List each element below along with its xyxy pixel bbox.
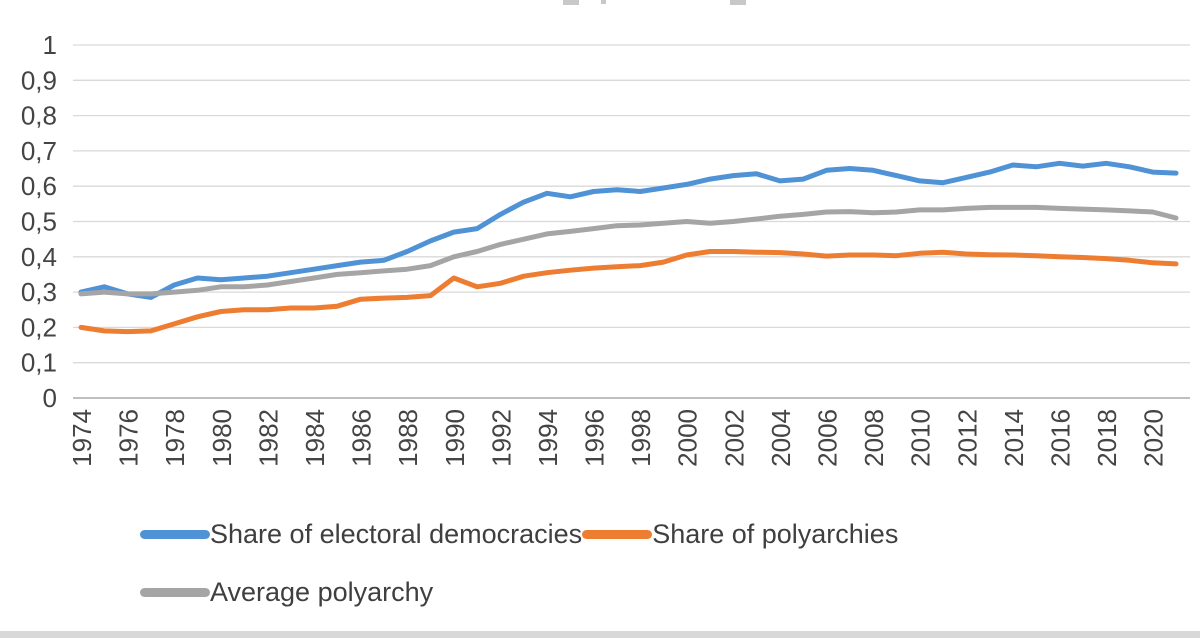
series-line-1 — [78, 249, 1179, 335]
y-tick-label: 0,3 — [21, 277, 57, 307]
x-tick-label: 1990 — [440, 409, 470, 467]
x-tick-label: 2010 — [906, 409, 936, 467]
x-tick-label: 2000 — [673, 409, 703, 467]
x-tick-label: 1980 — [207, 409, 237, 467]
legend-label: Share of electoral democracies — [210, 519, 583, 549]
y-tick-label: 0,7 — [21, 136, 57, 166]
cropped-title-fragment — [730, 0, 746, 5]
legend-label: Share of polyarchies — [652, 519, 899, 549]
y-tick-label: 0,6 — [21, 171, 57, 201]
x-tick-label: 2016 — [1046, 409, 1076, 467]
legend-row: Share of electoral democracies Share of … — [140, 518, 898, 550]
x-tick-label: 1988 — [393, 409, 423, 467]
x-tick-label: 2004 — [766, 409, 796, 467]
x-tick-label: 2012 — [952, 409, 982, 467]
x-tick-label: 2020 — [1139, 409, 1169, 467]
y-tick-label: 0 — [43, 383, 57, 413]
cropped-title-fragment — [563, 0, 579, 5]
x-tick-label: 1984 — [300, 409, 330, 467]
series-line-2 — [78, 204, 1179, 297]
y-tick-label: 1 — [43, 30, 57, 60]
x-tick-label: 1992 — [486, 409, 516, 467]
x-tick-label: 2014 — [999, 409, 1029, 467]
x-tick-label: 2002 — [719, 409, 749, 467]
x-tick-label: 2006 — [813, 409, 843, 467]
plot-area: 1 0,9 0,8 0,7 0,6 0,5 0,4 0,3 0,2 0,1 0 1974 1976 197… — [21, 30, 1190, 467]
legend-row: Average polyarchy — [140, 576, 433, 608]
legend-swatch-blue-line-icon — [140, 529, 210, 539]
y-tick-label: 0,4 — [21, 242, 57, 272]
y-tick-label: 0,8 — [21, 101, 57, 131]
legend-item-polyarchies: Share of polyarchies — [582, 518, 898, 550]
y-tick-label: 0,5 — [21, 207, 57, 237]
x-tick-label: 1994 — [533, 409, 563, 467]
legend-label: Average polyarchy — [210, 577, 434, 607]
bottom-divider — [0, 631, 1200, 638]
x-tick-label: 1974 — [67, 409, 97, 467]
x-tick-label: 1986 — [347, 409, 377, 467]
x-tick-label: 1998 — [626, 409, 656, 467]
legend-swatch-orange-line-icon — [582, 529, 653, 539]
legend-item-electoral-democracies: Share of electoral democracies — [140, 518, 582, 550]
x-tick-label: 2008 — [859, 409, 889, 467]
legend-swatch-gray-line-icon — [140, 587, 210, 597]
cropped-title-fragment — [601, 0, 606, 4]
y-tick-label: 0,9 — [21, 65, 57, 95]
legend-item-average-polyarchy: Average polyarchy — [140, 576, 433, 608]
y-tick-label: 0,2 — [21, 312, 57, 342]
series-line-0 — [78, 160, 1179, 300]
x-tick-label: 2018 — [1092, 409, 1122, 467]
y-tick-label: 0,1 — [21, 348, 57, 378]
x-tick-label: 1976 — [114, 409, 144, 467]
x-tick-label: 1982 — [253, 409, 283, 467]
x-tick-label: 1978 — [160, 409, 190, 467]
x-tick-label: 1996 — [580, 409, 610, 467]
